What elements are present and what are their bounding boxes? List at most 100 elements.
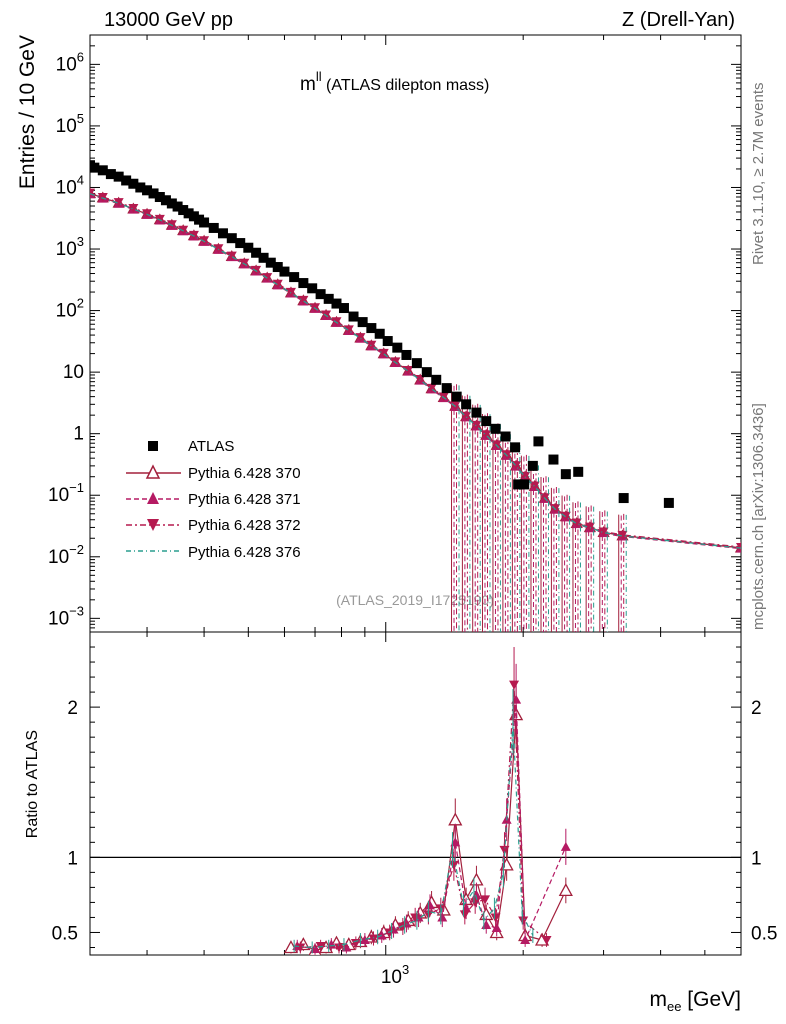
legend-label-372: Pythia 6.428 372 xyxy=(188,517,301,534)
atlas-data-point xyxy=(279,266,290,277)
y-tick-label-top: 10 xyxy=(63,362,84,383)
atlas-data-point xyxy=(258,252,269,263)
legend-label-atlas: ATLAS xyxy=(188,438,234,455)
atlas-data-point xyxy=(217,228,228,239)
y-tick-label-base: 10 xyxy=(48,547,69,568)
ratio-marker xyxy=(397,922,408,932)
mc-marker xyxy=(481,430,492,440)
atlas-data-point xyxy=(573,466,584,477)
atlas-data-point xyxy=(188,211,199,222)
y-tick-label-ratio-left: 0.5 xyxy=(52,923,78,944)
atlas-data-point xyxy=(142,185,153,196)
atlas-data-point xyxy=(533,436,544,447)
atlas-data-point xyxy=(500,431,511,442)
y-tick-label-exponent: 3 xyxy=(77,234,84,249)
y-tick-label-exponent: −2 xyxy=(69,542,84,557)
y-tick-label-top: 1 xyxy=(73,424,84,445)
ratio-marker xyxy=(541,935,552,945)
y-tick-label-top: 104 xyxy=(56,172,84,198)
legend-entry-370: Pythia 6.428 370 xyxy=(126,464,301,482)
atlas-data-point xyxy=(441,383,452,394)
y-tick-label-ratio-right: 1 xyxy=(751,848,762,869)
y-tick-label-base: 10 xyxy=(48,485,69,506)
ratio-marker xyxy=(509,680,520,690)
mc-marker xyxy=(213,244,224,254)
atlas-data-point xyxy=(183,208,194,219)
y-tick-label-ratio-left: 2 xyxy=(67,698,78,719)
mc-marker xyxy=(355,333,366,343)
y-tick-label-base: 10 xyxy=(56,116,77,137)
legend-entry-372: Pythia 6.428 372 xyxy=(126,517,301,534)
ratio-marker xyxy=(334,943,345,953)
header-left: 13000 GeV pp xyxy=(104,9,233,31)
atlas-data-point xyxy=(105,169,116,180)
x-axis-label: mee [GeV] xyxy=(650,988,742,1014)
atlas-data-point xyxy=(663,497,674,508)
atlas-data-point xyxy=(298,278,309,289)
ratio-marker xyxy=(499,845,510,855)
y-tick-label-base: 10 xyxy=(56,239,77,260)
y-axis-label-ratio: Ratio to ATLAS xyxy=(24,730,41,838)
legend-entry-371: Pythia 6.428 371 xyxy=(126,491,301,508)
atlas-data-point xyxy=(374,328,385,339)
ratio-marker xyxy=(459,910,470,920)
x-axis-label-main: m xyxy=(650,988,668,1011)
x-tick-label-1000: 103 xyxy=(381,962,409,988)
atlas-data-point xyxy=(411,358,422,369)
atlas-data-point xyxy=(431,374,442,385)
mc-marker xyxy=(403,366,414,376)
atlas-data-point xyxy=(357,317,368,328)
y-tick-label-top: 10−3 xyxy=(48,603,84,629)
ratio-marker xyxy=(448,860,459,870)
atlas-data-point xyxy=(481,416,492,427)
ratio-marker xyxy=(368,934,379,944)
mc-marker xyxy=(298,295,309,305)
mc-marker xyxy=(128,204,139,214)
ratio-marker xyxy=(424,900,435,910)
y-tick-label-exponent: 4 xyxy=(77,172,84,187)
y-tick-label-ratio-right: 0.5 xyxy=(751,923,777,944)
legend: ATLAS Pythia 6.428 370 Pythia 6.428 371 … xyxy=(126,438,301,561)
atlas-data-point xyxy=(392,342,403,353)
axis-ticks xyxy=(90,34,742,955)
ratio-marker xyxy=(437,912,448,922)
y-tick-label-ratio-left: 1 xyxy=(67,848,78,869)
ratio-marker xyxy=(520,934,531,944)
atlas-data-point xyxy=(265,257,276,268)
ratio-marker xyxy=(470,898,481,908)
mc-marker xyxy=(113,198,124,208)
x-axis-label-rest: [GeV] xyxy=(681,988,741,1011)
y-axis-label-top: Entries / 10 GeV xyxy=(16,35,39,189)
atlas-data-point xyxy=(243,242,254,253)
mc-marker xyxy=(226,251,237,261)
side-text-rivet: Rivet 3.1.10, ≥ 2.7M events xyxy=(750,83,767,266)
y-tick-label-base: 10 xyxy=(56,54,77,75)
atlas-data-point xyxy=(618,493,629,504)
y-tick-label-exponent: 6 xyxy=(77,49,84,64)
atlas-data-point xyxy=(421,367,432,378)
atlas-data-point xyxy=(272,262,283,273)
legend-label-370: Pythia 6.428 370 xyxy=(188,465,301,482)
atlas-data-point xyxy=(366,323,377,334)
mc-marker xyxy=(529,481,540,491)
atlas-data-point xyxy=(519,479,530,490)
mc-marker xyxy=(343,325,354,335)
plot-title: mll (ATLAS dilepton mass) xyxy=(300,69,489,95)
atlas-data-point xyxy=(166,198,177,209)
atlas-data-point xyxy=(128,178,139,189)
legend-marker-371 xyxy=(147,492,159,504)
atlas-data-point xyxy=(451,391,462,402)
atlas-data-point xyxy=(148,188,159,199)
atlas-data-point xyxy=(208,222,219,233)
ratio-marker xyxy=(518,916,529,926)
ratio-marker xyxy=(490,913,501,923)
header-right: Z (Drell-Yan) xyxy=(622,9,735,31)
plot-title-sup: ll xyxy=(316,69,322,84)
ratio-marker xyxy=(376,930,387,940)
y-tick-label-exponent: 2 xyxy=(77,296,84,311)
ratio-marker xyxy=(350,938,361,948)
mc-marker xyxy=(426,383,437,393)
ratio-plot-frame xyxy=(89,631,742,956)
